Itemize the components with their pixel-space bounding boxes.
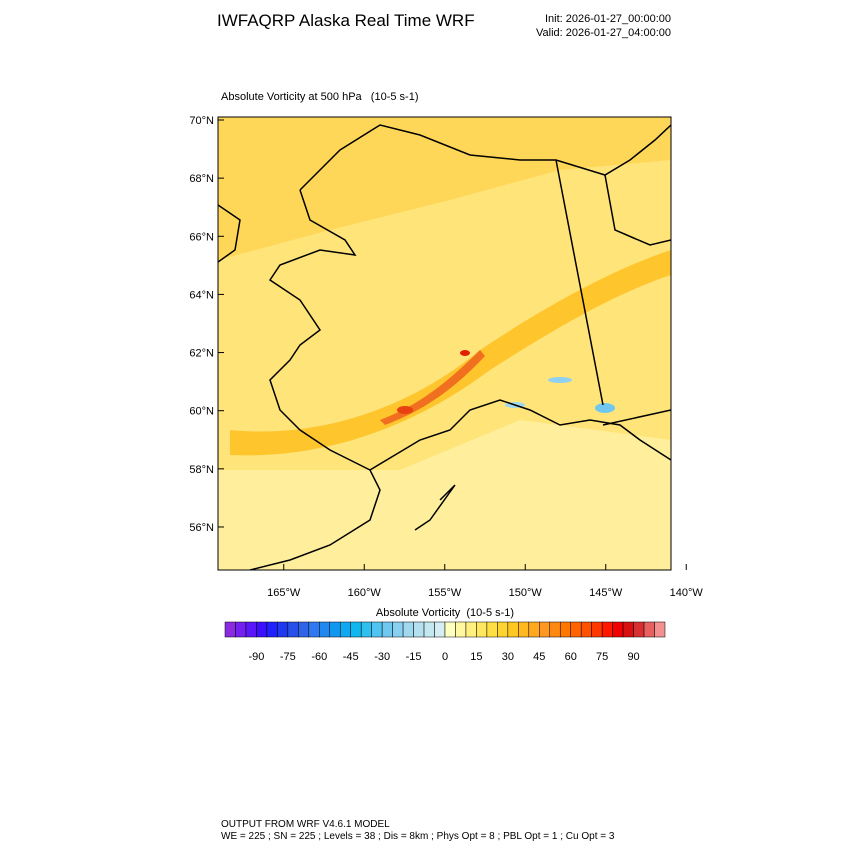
colorbar-tick-label: 90 [627, 651, 639, 663]
colorbar-box [360, 621, 372, 638]
colorbar-box [591, 621, 603, 638]
colorbar-box [256, 621, 268, 638]
colorbar-box [319, 621, 331, 638]
lat-tick-label: 56°N [189, 522, 214, 534]
colorbar-box [224, 621, 236, 638]
colorbar-box [339, 621, 351, 638]
colorbar-box [371, 621, 383, 638]
field-min [548, 377, 572, 383]
colorbar-box [444, 621, 456, 638]
lon-tick-label: 145°W [589, 587, 623, 599]
field-max [460, 350, 470, 356]
colorbar-box [423, 621, 435, 638]
colorbar-box [266, 621, 278, 638]
colorbar-box [245, 621, 257, 638]
lon-tick-label: 140°W [670, 587, 704, 599]
mackenzie-coast [604, 174, 671, 246]
colorbar-box [329, 621, 341, 638]
lat-tick-label: 64°N [189, 289, 214, 301]
colorbar-tick-label: 60 [565, 651, 577, 663]
colorbar-tick-label: 45 [533, 651, 545, 663]
lat-tick-label: 66°N [189, 231, 214, 243]
colorbar-box [350, 621, 362, 638]
colorbar: -90 -75 -60 -45 -30 -15 0 15 30 45 60 75 90 [224, 621, 666, 663]
colorbar-box [633, 621, 645, 638]
colorbar-box [622, 621, 634, 638]
lat-tick-label: 60°N [189, 406, 214, 418]
colorbar-box [528, 621, 540, 638]
init-time: Init: 2026-01-27_00:00:00 [545, 13, 671, 25]
colorbar-box [559, 621, 571, 638]
colorbar-label: Absolute Vorticity (10-5 s-1) [376, 607, 514, 619]
colorbar-box [392, 621, 404, 638]
colorbar-tick-label: -90 [248, 651, 264, 663]
map-title: Absolute Vorticity at 500 hPa (10-5 s-1) [221, 91, 419, 103]
field-region [218, 117, 671, 260]
colorbar-box [235, 621, 247, 638]
colorbar-box [539, 621, 551, 638]
colorbar-box [654, 621, 666, 638]
field-max [397, 406, 413, 414]
colorbar-box [518, 621, 530, 638]
west-coast [249, 189, 381, 570]
lat-tick-label: 62°N [189, 348, 214, 360]
kodiak [414, 484, 456, 531]
title: IWFAQRP Alaska Real Time WRF [217, 11, 475, 30]
colorbar-box [497, 621, 509, 638]
border [602, 409, 671, 426]
colorbar-box [601, 621, 613, 638]
colorbar-box [476, 621, 488, 638]
valid-time: Valid: 2026-01-27_04:00:00 [536, 27, 671, 39]
lat-tick-label: 58°N [189, 464, 214, 476]
field-band [380, 350, 485, 425]
axes: 70°N 68°N 66°N 64°N 62°N 60°N 58°N 56°N 165°W 160… [189, 115, 703, 599]
colorbar-box [612, 621, 624, 638]
colorbar-box [507, 621, 519, 638]
colorbar-box [570, 621, 582, 638]
colorbar-box [549, 621, 561, 638]
field [218, 117, 671, 570]
colorbar-tick-label: -30 [374, 651, 390, 663]
colorbar-tick-label: -60 [311, 651, 327, 663]
colorbar-box [413, 621, 425, 638]
colorbar-box [277, 621, 289, 638]
coastlines [218, 124, 671, 570]
lat-tick-label: 68°N [189, 173, 214, 185]
colorbar-box [298, 621, 310, 638]
colorbar-tick-label: -75 [280, 651, 296, 663]
colorbar-box [486, 621, 498, 638]
lon-tick-label: 155°W [428, 587, 462, 599]
colorbar-tick-label: 75 [596, 651, 608, 663]
colorbar-tick-label: 15 [470, 651, 482, 663]
lon-tick-label: 160°W [348, 587, 382, 599]
border [555, 159, 604, 406]
colorbar-box [465, 621, 477, 638]
lat-tick-label: 70°N [189, 115, 214, 127]
colorbar-box [455, 621, 467, 638]
colorbar-box [381, 621, 393, 638]
footer-line: WE = 225 ; SN = 225 ; Levels = 38 ; Dis … [221, 831, 615, 842]
colorbar-box [308, 621, 320, 638]
chukotka [218, 204, 241, 263]
lon-tick-label: 165°W [267, 587, 301, 599]
colorbar-box [402, 621, 414, 638]
colorbar-tick-label: -45 [343, 651, 359, 663]
lon-tick-label: 150°W [509, 587, 543, 599]
colorbar-box [287, 621, 299, 638]
colorbar-box [434, 621, 446, 638]
colorbar-tick-label: 30 [502, 651, 514, 663]
colorbar-tick-label: 0 [442, 651, 448, 663]
field-min [595, 403, 615, 413]
north-coast [299, 124, 671, 191]
field-band [230, 250, 671, 456]
footer-line: OUTPUT FROM WRF V4.6.1 MODEL [221, 819, 390, 830]
colorbar-box [643, 621, 655, 638]
colorbar-tick-label: -15 [406, 651, 422, 663]
colorbar-box [580, 621, 592, 638]
south-coast [369, 399, 671, 471]
